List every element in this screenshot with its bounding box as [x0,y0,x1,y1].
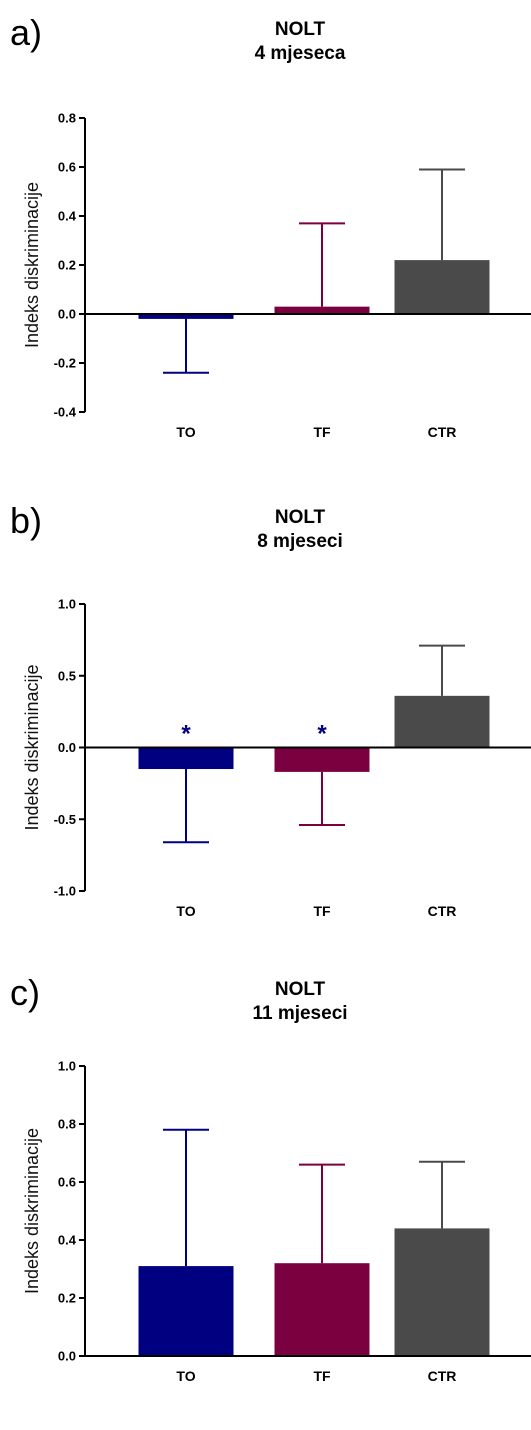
x-category-label: TO [176,424,195,440]
chart-title: NOLT 8 mjeseci [180,506,420,554]
chart-panel-b: b) NOLT 8 mjeseci -1.0 -0.5 0.0 0.5 1.0 Indek… [0,488,531,958]
x-category-label: CTR [428,1368,457,1384]
chart-title-line: NOLT [274,19,326,40]
y-tick-label: 0.2 [58,258,76,273]
bar-chart-c: 0.0 0.2 0.4 0.6 0.8 1.0 Indeks diskriminacije T… [22,1059,531,1384]
chart-title-line: NOLT [274,979,326,1000]
y-tick-label: 0.4 [58,209,77,224]
panel-label: c) [10,972,40,1013]
y-tick-label: 0.5 [58,668,76,683]
bar-to [138,1266,234,1356]
y-tick-label: 0.0 [58,1349,76,1364]
chart-panel-c: c) NOLT 11 mjeseci 0.0 0.2 0.4 0.6 0.8 1.0 Ind… [0,960,531,1430]
y-tick-label: 0.4 [58,1233,77,1248]
x-category-label: TO [176,1368,195,1384]
chart-subtitle: 4 mjeseca [254,43,346,64]
bar-tf [274,306,370,314]
significance-marker: * [181,721,191,748]
bar-tf [274,747,370,772]
chart-subtitle: 8 mjeseci [257,531,343,552]
bar-ctr [394,695,490,748]
y-tick-label: -0.4 [54,405,77,420]
bar-ctr [394,260,490,314]
x-category-label: TO [176,903,195,919]
x-category-label: CTR [428,903,457,919]
y-tick-label: 0.6 [58,160,76,175]
chart-panel-a: a) NOLT 4 mjeseca -0.4 -0.2 0.0 0.2 0.4 0.6 0.… [0,0,531,470]
x-category-label: TF [313,1368,331,1384]
y-tick-label: 1.0 [58,597,76,612]
bar-chart-a: -0.4 -0.2 0.0 0.2 0.4 0.6 0.8 Indeks diskrimina… [22,111,531,440]
x-category-label: TF [313,424,331,440]
y-tick-label: 0.6 [58,1175,76,1190]
y-tick-label: 0.2 [58,1291,76,1306]
y-tick-label: 0.8 [58,111,76,126]
bar-chart-b: -1.0 -0.5 0.0 0.5 1.0 Indeks diskriminacije TO… [22,597,531,919]
chart-title-line: NOLT [274,507,326,528]
chart-title: NOLT 4 mjeseca [180,18,420,66]
panel-label: a) [10,12,43,53]
x-category-label: CTR [428,424,457,440]
bar-to [138,747,234,770]
bar-ctr [394,1228,490,1356]
y-tick-label: -0.5 [54,812,76,827]
y-tick-label: 1.0 [58,1059,76,1074]
y-tick-label: 0.0 [58,307,76,322]
bar-to [138,314,234,319]
x-category-label: TF [313,903,331,919]
chart-title: NOLT 11 mjeseci [180,978,420,1026]
y-axis-label: Indeks diskriminacije [22,1128,42,1294]
panel-label: b) [10,500,43,541]
y-tick-label: 0.0 [58,740,76,755]
y-axis-label: Indeks diskriminacije [22,182,42,348]
bar-tf [274,1263,370,1356]
y-tick-label: -1.0 [54,884,76,899]
significance-marker: * [317,721,327,748]
chart-subtitle: 11 mjeseci [252,1003,348,1024]
y-tick-label: 0.8 [58,1117,76,1132]
y-tick-label: -0.2 [54,356,76,371]
y-axis-label: Indeks diskriminacije [22,664,42,830]
